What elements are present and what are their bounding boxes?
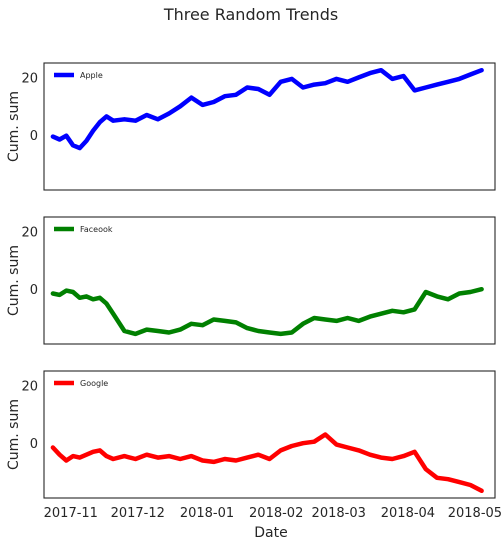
series-line — [50, 432, 484, 494]
x-tick-label: 2018-05 — [448, 506, 502, 521]
legend-label: Google — [80, 379, 108, 388]
x-axis-ticks: 2017-11 2017-12 2018-01 2018-02 2018-03 2018-… — [44, 506, 502, 521]
x-tick-label: 2017-12 — [111, 506, 165, 521]
x-axis-label: Date — [254, 525, 287, 541]
chart-title: Three Random Trends — [163, 5, 338, 24]
x-tick-label: 2018-03 — [312, 506, 366, 521]
y-axis-label: Cum. sum — [6, 91, 22, 162]
x-tick-label: 2018-01 — [180, 506, 234, 521]
legend-label: Faceook — [80, 225, 113, 234]
y-tick-label: 0 — [30, 437, 38, 452]
subplot-1: 0 20 Cum. sum Faceook — [6, 216, 496, 345]
y-tick-label: 20 — [21, 225, 38, 240]
subplots: 0 20 Cum. sum Apple 0 20 Cum. sum Faceook 0 20 Cum… — [6, 62, 496, 499]
subplot-2: 0 20 Cum. sum Google — [6, 370, 496, 499]
plot-frame — [43, 62, 496, 191]
y-tick-label: 20 — [21, 379, 38, 394]
y-axis-label: Cum. sum — [6, 399, 22, 470]
x-tick-label: 2018-02 — [249, 506, 303, 521]
plot-frame — [43, 216, 496, 345]
legend-label: Apple — [80, 71, 103, 80]
y-axis-label: Cum. sum — [6, 245, 22, 316]
x-tick-label: 2018-04 — [381, 506, 435, 521]
series-line — [50, 67, 484, 151]
plot-frame — [43, 370, 496, 499]
y-tick-label: 0 — [30, 129, 38, 144]
x-tick-label: 2017-11 — [44, 506, 98, 521]
y-tick-label: 20 — [21, 71, 38, 86]
subplot-0: 0 20 Cum. sum Apple — [6, 62, 496, 191]
y-tick-label: 0 — [30, 283, 38, 298]
series-line — [50, 286, 484, 337]
